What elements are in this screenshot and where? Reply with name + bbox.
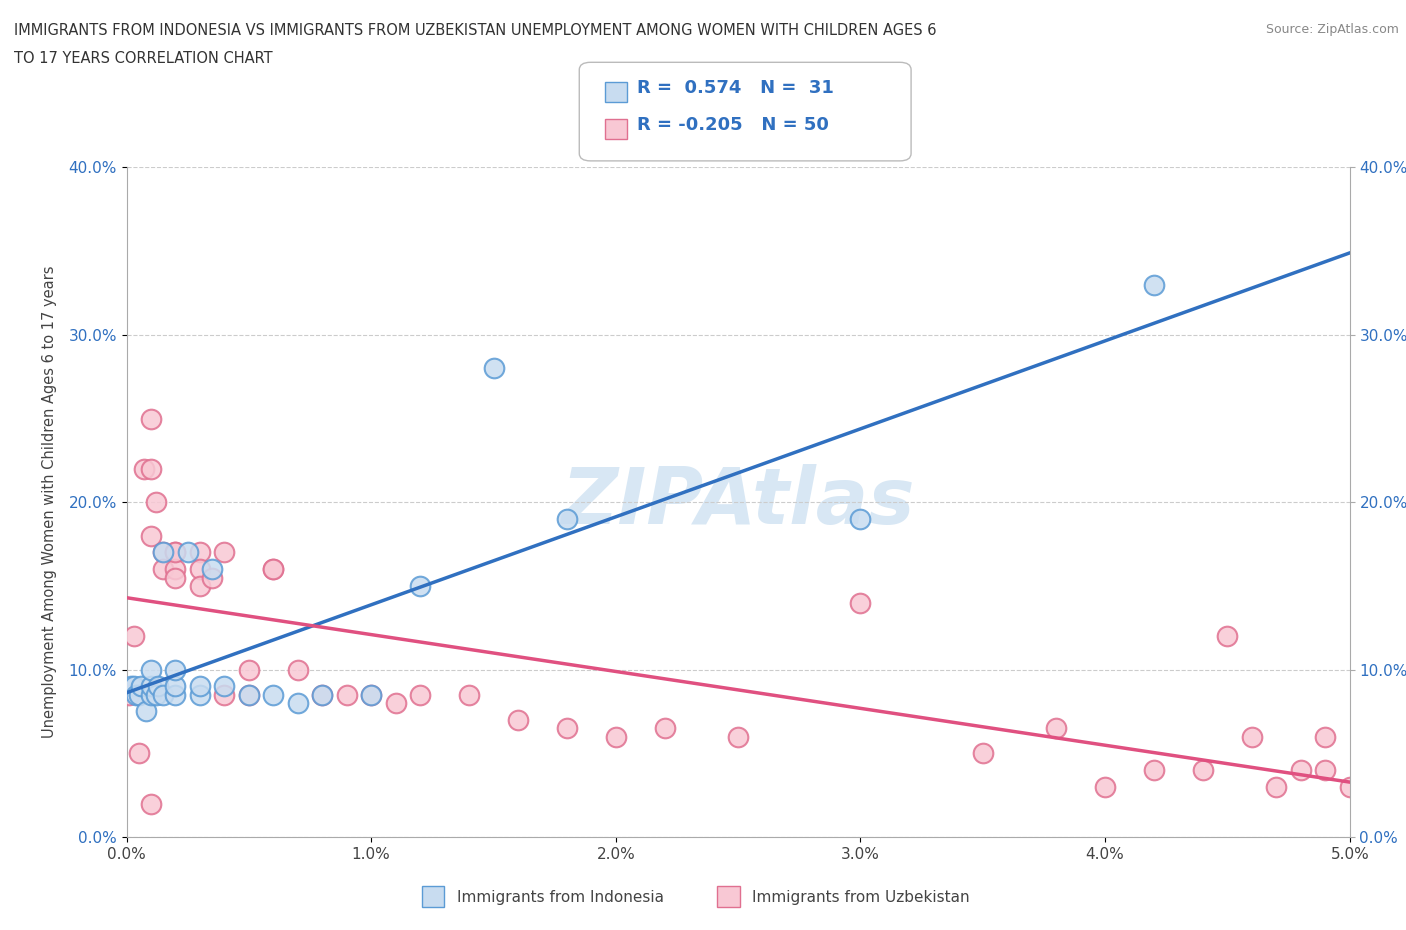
- Point: [506, 712, 529, 727]
- Y-axis label: Unemployment Among Women with Children Ages 6 to 17 years: Unemployment Among Women with Children A…: [42, 266, 58, 738]
- Point: [458, 687, 481, 702]
- Point: [849, 512, 872, 526]
- Point: [139, 796, 162, 811]
- Point: [152, 687, 174, 702]
- Point: [152, 545, 174, 560]
- Point: [238, 687, 260, 702]
- Point: [849, 595, 872, 610]
- Point: [177, 545, 200, 560]
- Text: Immigrants from Indonesia: Immigrants from Indonesia: [457, 890, 664, 905]
- Point: [188, 562, 211, 577]
- Point: [262, 687, 284, 702]
- Point: [188, 578, 211, 593]
- Point: [360, 687, 382, 702]
- Text: ZIPAtlas: ZIPAtlas: [561, 464, 915, 540]
- Point: [118, 687, 141, 702]
- Point: [1315, 729, 1337, 744]
- Point: [125, 687, 148, 702]
- Point: [1143, 277, 1166, 292]
- Point: [201, 562, 224, 577]
- Point: [165, 679, 187, 694]
- Point: [139, 461, 162, 476]
- Point: [384, 696, 406, 711]
- Point: [311, 687, 333, 702]
- Point: [1045, 721, 1067, 736]
- Point: [287, 696, 309, 711]
- Point: [152, 562, 174, 577]
- Point: [129, 679, 152, 694]
- Point: [336, 687, 359, 702]
- Point: [238, 687, 260, 702]
- Point: [188, 545, 211, 560]
- Point: [287, 662, 309, 677]
- Point: [152, 545, 174, 560]
- Point: [139, 662, 162, 677]
- Point: [165, 687, 187, 702]
- Point: [128, 746, 150, 761]
- Point: [165, 570, 187, 585]
- Point: [1216, 629, 1239, 644]
- Point: [139, 687, 162, 702]
- Point: [654, 721, 676, 736]
- Point: [128, 687, 150, 702]
- Point: [482, 361, 505, 376]
- Point: [139, 411, 162, 426]
- Point: [972, 746, 994, 761]
- Point: [1289, 763, 1312, 777]
- Point: [605, 729, 627, 744]
- Point: [1339, 779, 1361, 794]
- Point: [165, 545, 187, 560]
- Point: [214, 687, 236, 702]
- Point: [360, 687, 382, 702]
- Point: [1265, 779, 1288, 794]
- Point: [238, 662, 260, 677]
- Point: [555, 721, 578, 736]
- Point: [1094, 779, 1116, 794]
- Point: [165, 662, 187, 677]
- Point: [165, 545, 187, 560]
- Point: [145, 495, 167, 510]
- Point: [139, 679, 162, 694]
- Point: [555, 512, 578, 526]
- Point: [132, 461, 155, 476]
- Point: [409, 578, 432, 593]
- Point: [188, 687, 211, 702]
- Point: [135, 704, 157, 719]
- Text: Immigrants from Uzbekistan: Immigrants from Uzbekistan: [752, 890, 970, 905]
- Text: IMMIGRANTS FROM INDONESIA VS IMMIGRANTS FROM UZBEKISTAN UNEMPLOYMENT AMONG WOMEN: IMMIGRANTS FROM INDONESIA VS IMMIGRANTS …: [14, 23, 936, 38]
- Text: Source: ZipAtlas.com: Source: ZipAtlas.com: [1265, 23, 1399, 36]
- Point: [1143, 763, 1166, 777]
- Point: [122, 629, 145, 644]
- Point: [188, 679, 211, 694]
- Point: [145, 687, 167, 702]
- Point: [262, 562, 284, 577]
- Point: [1192, 763, 1215, 777]
- Point: [262, 562, 284, 577]
- Point: [201, 570, 224, 585]
- Point: [1240, 729, 1263, 744]
- Point: [409, 687, 432, 702]
- Text: R = -0.205   N = 50: R = -0.205 N = 50: [637, 116, 828, 134]
- Point: [120, 679, 142, 694]
- Point: [139, 528, 162, 543]
- Text: R =  0.574   N =  31: R = 0.574 N = 31: [637, 79, 834, 97]
- Point: [214, 679, 236, 694]
- Point: [148, 679, 170, 694]
- Point: [311, 687, 333, 702]
- Point: [1315, 763, 1337, 777]
- Point: [214, 545, 236, 560]
- Point: [122, 679, 145, 694]
- Point: [165, 562, 187, 577]
- Text: TO 17 YEARS CORRELATION CHART: TO 17 YEARS CORRELATION CHART: [14, 51, 273, 66]
- Point: [727, 729, 749, 744]
